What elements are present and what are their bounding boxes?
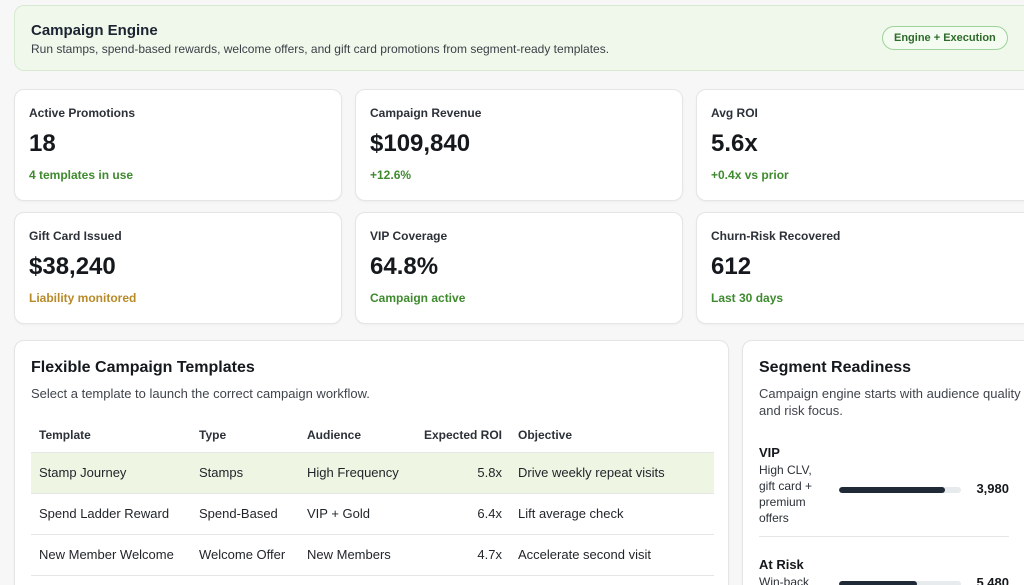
segment-progress-fill (839, 487, 946, 493)
table-header-row: Template Type Audience Expected ROI Obje… (31, 418, 714, 453)
cell-type: Welcome Offer (191, 534, 299, 576)
stat-note: +12.6% (370, 168, 412, 182)
templates-subtitle: Select a template to launch the correct … (31, 386, 370, 401)
cell-type: Spend-Based (191, 493, 299, 535)
stat-card-churn-risk-recovered: Churn-Risk Recovered 612 Last 30 days (696, 212, 1024, 324)
column-header-type: Type (191, 418, 299, 453)
segment-count: 3,980 (976, 481, 1009, 496)
stat-label: Active Promotions (29, 106, 136, 120)
cell-template: Stamp Journey (31, 452, 191, 494)
cell-roi: 5.8x (415, 452, 510, 494)
column-header-audience: Audience (299, 418, 415, 453)
table-row[interactable]: Spend Ladder Reward Spend-Based VIP + Go… (31, 493, 714, 535)
stat-value: 612 (711, 253, 752, 280)
cell-objective: Lift average check (510, 493, 714, 535)
stat-card-avg-roi: Avg ROI 5.6x +0.4x vs prior (696, 89, 1024, 201)
stat-value: 5.6x (711, 130, 758, 157)
page-subtitle: Run stamps, spend-based rewards, welcome… (31, 42, 610, 56)
segment-readiness-panel: Segment Readiness Campaign engine starts… (742, 340, 1024, 585)
stat-label: Gift Card Issued (29, 229, 122, 243)
stat-value: $109,840 (370, 130, 471, 157)
stat-card-campaign-revenue: Campaign Revenue $109,840 +12.6% (355, 89, 683, 201)
cell-objective: Drive weekly repeat visits (510, 452, 714, 494)
segment-subtitle: Campaign engine starts with audience qua… (759, 386, 1021, 418)
column-header-objective: Objective (510, 418, 714, 453)
cell-template: Spend Ladder Reward (31, 493, 191, 535)
stat-card-active-promotions: Active Promotions 18 4 templates in use (14, 89, 342, 201)
segment-row-vip[interactable]: VIP High CLV, gift card + premium offers… (759, 445, 1009, 537)
segment-progress-fill (839, 581, 918, 585)
stat-card-gift-card-issued: Gift Card Issued $38,240 Liability monit… (14, 212, 342, 324)
stat-label: Churn-Risk Recovered (711, 229, 841, 243)
column-header-template: Template (31, 418, 191, 453)
segment-progress-bar (839, 581, 961, 585)
segment-progress-bar (839, 487, 961, 493)
templates-table: Template Type Audience Expected ROI Obje… (31, 418, 714, 576)
cell-audience: High Frequency (299, 452, 415, 494)
column-header-expected-roi: Expected ROI (415, 418, 510, 453)
segment-row-at-risk[interactable]: At Risk Win-back 5,480 (759, 557, 1009, 585)
segment-description: High CLV, gift card + premium offers (759, 463, 813, 525)
stat-note: 4 templates in use (29, 168, 134, 182)
templates-title: Flexible Campaign Templates (31, 359, 255, 376)
stat-note: Liability monitored (29, 291, 137, 305)
segment-title: Segment Readiness (759, 359, 912, 376)
cell-template: New Member Welcome (31, 534, 191, 576)
engine-badge: Engine + Execution (882, 26, 1008, 50)
stat-note: Campaign active (370, 291, 466, 305)
segment-count: 5,480 (976, 575, 1009, 585)
cell-audience: New Members (299, 534, 415, 576)
segment-name: VIP (759, 445, 780, 460)
table-row[interactable]: Stamp Journey Stamps High Frequency 5.8x… (31, 452, 714, 494)
cell-audience: VIP + Gold (299, 493, 415, 535)
cell-roi: 6.4x (415, 493, 510, 535)
stat-value: 64.8% (370, 253, 439, 280)
cell-objective: Accelerate second visit (510, 534, 714, 576)
cell-type: Stamps (191, 452, 299, 494)
cell-roi: 4.7x (415, 534, 510, 576)
stat-label: Avg ROI (711, 106, 758, 120)
table-row[interactable]: New Member Welcome Welcome Offer New Mem… (31, 534, 714, 576)
page-title: Campaign Engine (31, 22, 158, 39)
segment-list: VIP High CLV, gift card + premium offers… (759, 445, 1024, 585)
stat-label: Campaign Revenue (370, 106, 482, 120)
stat-label: VIP Coverage (370, 229, 448, 243)
header-banner: Campaign Engine Run stamps, spend-based … (14, 5, 1024, 71)
stat-value: $38,240 (29, 253, 116, 280)
stat-note: +0.4x vs prior (711, 168, 789, 182)
stat-note: Last 30 days (711, 291, 784, 305)
stat-value: 18 (29, 130, 56, 157)
templates-panel: Flexible Campaign Templates Select a tem… (14, 340, 729, 585)
segment-description: Win-back (759, 575, 810, 585)
stat-card-vip-coverage: VIP Coverage 64.8% Campaign active (355, 212, 683, 324)
segment-name: At Risk (759, 557, 804, 572)
